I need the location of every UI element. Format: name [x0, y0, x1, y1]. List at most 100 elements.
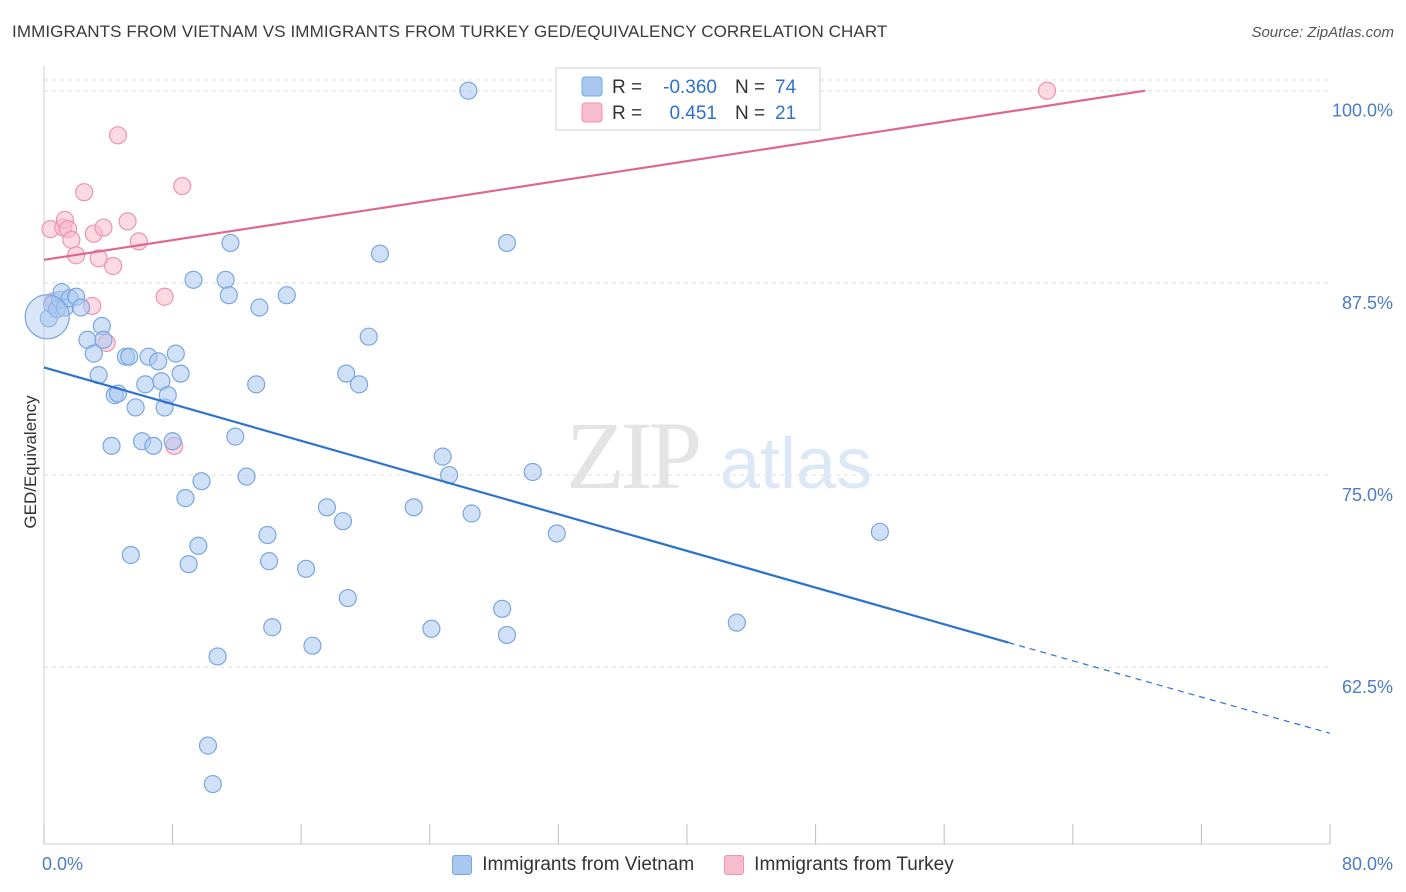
- legend-swatch-turkey-bottom: [724, 855, 745, 875]
- point-vietnam: [370, 244, 390, 263]
- point-vietnam: [176, 489, 195, 508]
- point-turkey: [94, 218, 113, 237]
- point-vietnam: [203, 774, 222, 794]
- axis-layer: 62.5% 75.0% 87.5% 100.0% 0.0% 80.0%: [42, 66, 1393, 874]
- y-tick-label: 62.5%: [1342, 677, 1393, 697]
- x-tick-label-min: 0.0%: [42, 854, 83, 874]
- point-vietnam: [523, 462, 542, 482]
- legend-n-label-turkey: N =: [735, 103, 765, 124]
- point-vietnam: [221, 233, 240, 253]
- y-tick-label: 87.5%: [1342, 293, 1393, 313]
- point-vietnam: [462, 504, 481, 523]
- point-vietnam: [126, 398, 145, 417]
- point-turkey: [173, 176, 192, 196]
- point-vietnam: [870, 522, 890, 542]
- point-turkey: [75, 183, 94, 202]
- legend-swatch-vietnam-bottom: [452, 855, 473, 875]
- point-turkey: [118, 212, 137, 231]
- legend-box: R = -0.360 N = 74 R = 0.451 N = 21: [555, 67, 821, 131]
- legend-label-turkey: Immigrants from Turkey: [754, 854, 954, 875]
- point-turkey: [62, 230, 81, 249]
- point-vietnam: [192, 472, 211, 491]
- point-vietnam: [337, 364, 356, 383]
- legend-swatch-turkey: [581, 102, 603, 123]
- point-turkey: [108, 126, 128, 145]
- point-vietnam: [189, 536, 208, 555]
- y-axis-label: GED/Equivalency: [21, 395, 40, 529]
- y-tick-label: 75.0%: [1342, 485, 1393, 505]
- series-turkey-points: [41, 81, 1057, 455]
- point-vietnam: [216, 270, 235, 289]
- point-vietnam: [296, 559, 316, 578]
- point-vietnam: [226, 427, 245, 446]
- point-vietnam: [727, 613, 746, 632]
- trend-line-vietnam-extension: [1008, 642, 1331, 734]
- point-vietnam: [263, 618, 282, 637]
- trend-layer: [43, 89, 1331, 734]
- legend-n-value-vietnam: 74: [775, 77, 797, 98]
- legend-label-vietnam: Immigrants from Vietnam: [482, 854, 695, 875]
- point-vietnam: [102, 436, 121, 455]
- point-vietnam: [497, 625, 517, 645]
- point-vietnam: [184, 270, 203, 289]
- point-turkey: [89, 249, 108, 268]
- point-vietnam: [237, 467, 256, 486]
- y-tick-label: 100.0%: [1332, 101, 1393, 121]
- point-vietnam: [121, 545, 140, 565]
- point-vietnam: [317, 498, 337, 517]
- legend-r-label-turkey: R =: [612, 103, 642, 124]
- point-vietnam: [497, 233, 517, 253]
- point-vietnam: [171, 364, 190, 383]
- point-vietnam: [166, 344, 185, 363]
- point-vietnam: [493, 599, 512, 618]
- point-vietnam: [250, 298, 269, 317]
- point-vietnam: [149, 352, 168, 371]
- point-vietnam: [144, 436, 163, 455]
- point-vietnam: [303, 636, 322, 655]
- legend-r-value-turkey: 0.451: [669, 103, 717, 124]
- point-vietnam: [247, 375, 266, 394]
- point-vietnam: [120, 347, 139, 366]
- point-vietnam: [433, 447, 452, 466]
- point-vietnam: [84, 344, 103, 363]
- point-turkey: [104, 256, 123, 276]
- point-vietnam: [258, 525, 277, 545]
- legend-swatch-vietnam: [581, 76, 603, 97]
- point-turkey: [1037, 81, 1057, 100]
- point-vietnam: [163, 432, 182, 451]
- watermark: ZIP atlas: [566, 402, 872, 509]
- trend-line-turkey: [43, 89, 1146, 261]
- point-vietnam: [349, 375, 369, 394]
- point-vietnam: [359, 327, 378, 346]
- bottom-legend: Immigrants from Vietnam Immigrants from …: [0, 852, 1406, 878]
- point-vietnam: [198, 736, 218, 755]
- trend-line-vietnam: [43, 366, 1009, 644]
- point-vietnam: [422, 619, 441, 638]
- point-vietnam: [459, 81, 478, 100]
- chart-title: IMMIGRANTS FROM VIETNAM VS IMMIGRANTS FR…: [12, 22, 888, 41]
- point-vietnam: [179, 555, 198, 574]
- legend-r-value-vietnam: -0.360: [663, 77, 717, 98]
- point-vietnam: [338, 588, 357, 608]
- point-vietnam: [94, 330, 113, 349]
- point-turkey: [129, 232, 148, 251]
- legend-item-vietnam: Immigrants from Vietnam: [452, 854, 694, 876]
- watermark-zip: ZIP: [566, 402, 699, 509]
- x-tick-label-max: 80.0%: [1342, 854, 1393, 874]
- point-vietnam: [219, 286, 238, 305]
- point-vietnam: [404, 498, 423, 517]
- point-turkey: [155, 287, 174, 306]
- watermark-atlas: atlas: [720, 424, 872, 504]
- point-vietnam: [547, 524, 566, 543]
- series-vietnam-points: [24, 81, 890, 794]
- legend-n-label-vietnam: N =: [735, 77, 765, 98]
- point-vietnam: [208, 647, 227, 666]
- point-vietnam: [24, 294, 70, 340]
- legend-n-value-turkey: 21: [775, 103, 796, 124]
- point-vietnam: [71, 298, 91, 317]
- point-vietnam: [136, 375, 155, 394]
- point-vietnam: [259, 552, 279, 571]
- grid-layer: [44, 79, 1330, 668]
- point-vietnam: [333, 512, 353, 531]
